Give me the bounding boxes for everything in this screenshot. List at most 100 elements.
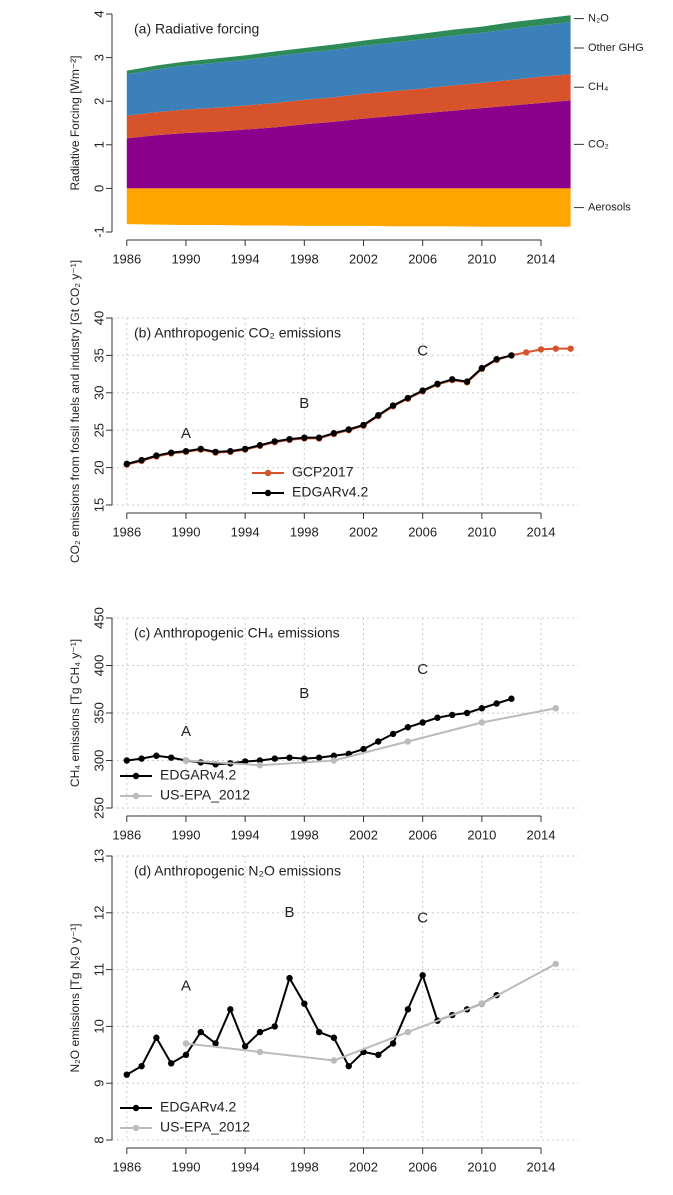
line: [126, 354, 512, 465]
annotation: B: [299, 395, 309, 412]
point: [227, 447, 234, 455]
point: [301, 755, 308, 762]
legend-marker: [132, 1104, 140, 1112]
point: [227, 1006, 234, 1013]
point: [301, 434, 308, 441]
point: [537, 346, 545, 353]
y-tick-label: 0: [91, 185, 106, 192]
point: [404, 394, 412, 402]
point: [449, 376, 456, 383]
x-tick-label: 2010: [467, 251, 496, 266]
x-tick-label: 2002: [349, 524, 378, 539]
point: [389, 1040, 397, 1047]
x-tick-label: 2006: [408, 1159, 437, 1174]
y-tick-label: 350: [91, 702, 106, 724]
x-tick-label: 2002: [349, 827, 378, 842]
y-tick-label: 300: [91, 750, 106, 772]
x-tick-label: 2002: [349, 1159, 378, 1174]
point: [138, 456, 145, 464]
x-tick-label: 1994: [231, 827, 260, 842]
point: [241, 758, 249, 765]
area: [126, 15, 571, 75]
x-tick-label: 1986: [112, 251, 141, 266]
x-tick-label: 2006: [408, 827, 437, 842]
series-label: Aerosols: [588, 201, 631, 213]
line: [185, 707, 556, 767]
panel-title: (b) Anthropogenic CO₂ emissions: [134, 325, 341, 341]
annotation: B: [299, 685, 309, 702]
y-axis-label: Radiative Forcing [Wm⁻²]: [68, 55, 82, 190]
point: [123, 1071, 130, 1078]
point: [404, 724, 412, 731]
series-label: N₂O: [588, 12, 609, 24]
line: [185, 963, 557, 1062]
point: [182, 757, 190, 764]
legend-label: EDGARv4.2: [292, 484, 368, 500]
panel-title: (a) Radiative forcing: [134, 21, 259, 37]
x-tick-label: 1998: [290, 251, 319, 266]
legend-label: EDGARv4.2: [160, 1099, 236, 1115]
point: [434, 714, 441, 721]
point: [463, 709, 471, 717]
annotation: C: [417, 661, 428, 678]
x-tick-label: 1998: [290, 827, 319, 842]
point: [212, 1040, 219, 1047]
y-tick-label: 35: [91, 348, 106, 362]
annotation: A: [181, 978, 191, 995]
point: [552, 705, 560, 712]
point: [478, 719, 486, 726]
panel-title: (c) Anthropogenic CH₄ emissions: [134, 625, 340, 641]
x-tick-label: 2010: [467, 827, 496, 842]
series-label: CH₄: [588, 81, 609, 93]
point: [271, 755, 278, 762]
y-axis-label: CO₂ emissions from fossil fuels and indu…: [68, 260, 82, 563]
point: [449, 711, 456, 719]
point: [167, 1060, 175, 1067]
point: [315, 754, 323, 761]
x-tick-label: 1990: [172, 827, 201, 842]
legend-label: EDGARv4.2: [160, 767, 236, 783]
point: [375, 1051, 382, 1059]
point: [360, 745, 367, 753]
x-tick-label: 2014: [527, 251, 556, 266]
x-tick-label: 2002: [349, 251, 378, 266]
y-tick-label: 30: [91, 386, 106, 400]
point: [345, 1062, 352, 1070]
panel: 15 20 25 30 35 40 1986 1990 1994 1998 2002 2006 2010…: [68, 260, 578, 563]
point: [330, 429, 338, 437]
point: [552, 345, 560, 352]
point: [256, 1048, 264, 1056]
y-tick-label: 400: [91, 655, 106, 677]
point: [404, 738, 412, 745]
line: [126, 972, 498, 1076]
point: [153, 1034, 160, 1041]
point: [138, 1062, 145, 1070]
x-tick-label: 1998: [290, 524, 319, 539]
point: [523, 349, 530, 356]
legend-marker: [264, 469, 272, 477]
point: [286, 754, 293, 761]
legend-marker: [132, 792, 140, 800]
series-label: CO₂: [588, 138, 609, 150]
point: [138, 755, 145, 762]
x-tick-label: 1994: [231, 251, 260, 266]
y-tick-label: -1: [91, 226, 106, 238]
x-tick-label: 2014: [527, 524, 556, 539]
point: [256, 757, 264, 764]
annotation: A: [181, 425, 191, 442]
point: [552, 960, 560, 968]
point: [315, 434, 323, 441]
legend-marker: [132, 772, 140, 780]
point: [360, 421, 367, 429]
point: [197, 1028, 204, 1036]
point: [419, 387, 426, 394]
point: [508, 695, 515, 702]
point: [389, 730, 397, 738]
point: [167, 754, 175, 761]
y-tick-label: 10: [91, 1019, 106, 1033]
x-tick-label: 1998: [290, 1159, 319, 1174]
point: [434, 380, 441, 388]
area: [126, 188, 571, 227]
point: [197, 445, 204, 453]
